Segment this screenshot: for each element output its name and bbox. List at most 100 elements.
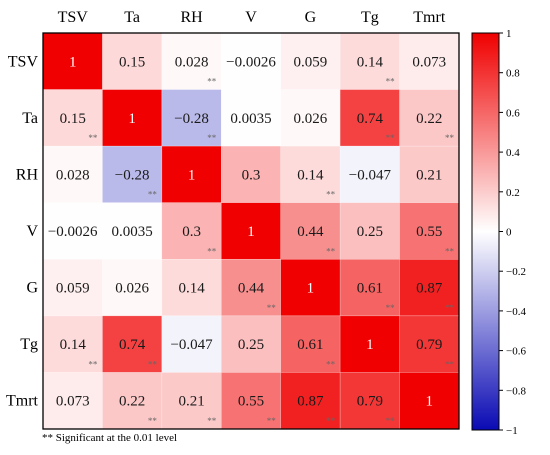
colorbar: 1 0.8 0.6 0.4 0.2 0 −0.2 −0.4 −0.6 −0.8 −1 [471,28,526,437]
row-label-Tg: Tg [20,336,38,353]
cell-value-TSV-Ta: 0.15 [119,54,145,70]
cell-value-Tg-V: 0.25 [238,337,264,353]
cell-value-RH-Tmrt: 0.21 [416,167,442,183]
column-label-Tg: Tg [361,9,379,26]
heatmap-cell-Tg-TSV [42,315,103,373]
cell-value-Tmrt-RH: 0.21 [178,394,204,410]
cell-value-V-Ta: 0.0035 [112,224,153,240]
cell-value-G-TSV: 0.059 [56,281,90,297]
significance-mark: ** [88,359,98,369]
heatmap-cell-Ta-Tg [339,89,400,147]
cell-value-V-TSV: −0.0026 [48,224,98,240]
cell-value-Tg-Ta: 0.74 [119,337,146,353]
row-label-TSV: TSV [8,53,39,70]
colorbar-tick-label: −0.2 [506,266,526,278]
colorbar-tick-label: 0.4 [506,147,520,159]
cell-value-G-Tg: 0.61 [357,281,383,297]
cell-value-V-Tmrt: 0.55 [416,224,442,240]
colorbar-tick-label: 0.6 [506,107,520,119]
heatmap-cell-Tmrt-Tg [339,372,400,430]
column-label-Tmrt: Tmrt [413,9,446,26]
cell-value-RH-RH: 1 [188,167,196,183]
cell-value-RH-Ta: −0.28 [115,167,150,183]
cell-value-G-V: 0.44 [238,281,265,297]
cell-value-G-Tmrt: 0.87 [416,281,443,297]
footnote-mark: ** [42,432,53,444]
cell-value-Ta-Tmrt: 0.22 [416,111,442,127]
heatmap-cells: 1 0.15 0.028**−0.0026 0.059 0.14**0.0730.15*… [42,32,460,430]
significance-mark: ** [207,133,217,143]
cell-value-G-RH: 0.14 [178,281,205,297]
cell-value-Ta-TSV: 0.15 [60,111,86,127]
cell-value-V-RH: 0.3 [182,224,201,240]
cell-value-V-Tg: 0.25 [357,224,383,240]
significance-mark: ** [386,416,396,426]
heatmap-cell-TSV-Ta [102,32,163,90]
heatmap-cell-V-V [220,202,282,260]
heatmap-cell-TSV-V [220,32,282,90]
heatmap-cell-Tmrt-Tmrt [399,372,460,430]
heatmap-cell-Tmrt-V [220,372,282,430]
colorbar-gradient [471,32,500,431]
row-label-RH: RH [16,166,39,183]
heatmap-cell-Ta-G [280,89,341,147]
heatmap-cell-G-Tmrt [399,258,460,317]
cell-value-G-G: 1 [307,281,315,297]
significance-mark: ** [326,190,336,200]
cell-value-Tmrt-Tg: 0.79 [357,394,383,410]
cell-value-Tg-RH: −0.047 [170,337,213,353]
significance-mark: ** [148,190,158,200]
cell-value-G-Ta: 0.026 [115,281,149,297]
heatmap-frame [42,32,460,430]
colorbar-tick-label: 0.8 [506,68,520,80]
heatmap-cell-V-Ta [102,202,163,260]
significance-mark: ** [445,133,455,143]
heatmap-cell-V-Tg [339,202,400,260]
cell-value-TSV-Tg: 0.14 [357,54,384,70]
cell-value-TSV-Tmrt: 0.073 [412,54,446,70]
cell-value-Tmrt-G: 0.87 [297,394,324,410]
heatmap-cell-RH-V [220,145,282,204]
row-label-Ta: Ta [22,110,38,127]
cell-value-Ta-Ta: 1 [128,111,136,127]
colorbar-tick-label: −1 [506,425,518,437]
heatmap-cell-Tg-V [220,315,282,373]
heatmap-cell-Tg-G [280,315,341,373]
significance-mark: ** [207,416,217,426]
row-label-Tmrt: Tmrt [6,393,39,410]
heatmap-cell-G-RH [161,258,222,317]
cell-value-Tmrt-TSV: 0.073 [56,394,90,410]
cell-value-Tmrt-Ta: 0.22 [119,394,145,410]
row-label-V: V [26,223,38,240]
colorbar-tick-label: −0.4 [506,306,526,318]
cell-value-RH-G: 0.14 [297,167,324,183]
significance-mark: ** [326,246,336,256]
heatmap-cell-Tg-Tmrt [399,315,460,373]
cell-value-V-G: 0.44 [297,224,324,240]
heatmap-cell-G-TSV [42,258,103,317]
column-label-Ta: Ta [124,9,140,26]
heatmap-cell-RH-RH [161,145,222,204]
significance-mark: ** [207,246,217,256]
cell-value-Ta-G: 0.026 [294,111,328,127]
colorbar-tick-label: 1 [506,28,512,40]
cell-value-RH-TSV: 0.028 [56,167,90,183]
column-label-G: G [305,9,317,26]
colorbar-tick-label: 0.2 [506,187,520,199]
significance-mark: ** [326,359,336,369]
heatmap-cell-TSV-TSV [42,32,103,90]
heatmap-cell-RH-G [280,145,341,204]
heatmap-cell-Ta-Tmrt [399,89,460,147]
row-label-G: G [26,280,38,297]
cell-value-Tg-TSV: 0.14 [60,337,87,353]
significance-mark: ** [267,416,277,426]
heatmap-cell-RH-Ta [102,145,163,204]
heatmap-cell-TSV-Tg [339,32,400,90]
cell-value-TSV-V: −0.0026 [226,54,276,70]
significance-mark: ** [148,416,158,426]
heatmap-cell-V-TSV [42,202,103,260]
significance-mark: ** [386,303,396,313]
cell-value-Tmrt-V: 0.55 [238,394,264,410]
cell-value-Tg-Tmrt: 0.79 [416,337,442,353]
